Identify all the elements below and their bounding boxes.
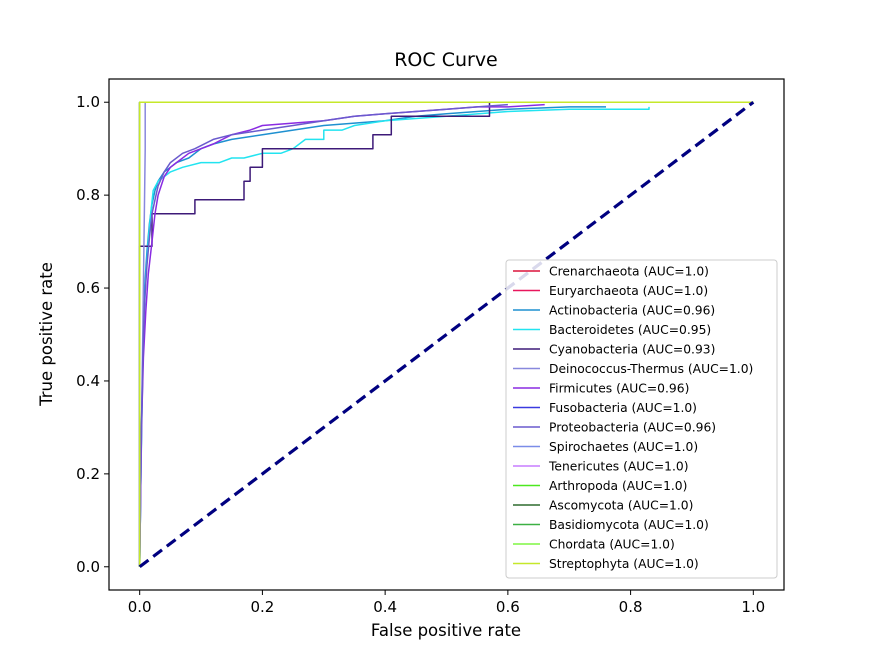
legend-label-firmicutes: Firmicutes (AUC=0.96) xyxy=(549,382,689,396)
x-tick-label: 0.8 xyxy=(619,598,643,616)
roc-line-cyanobacteria xyxy=(138,102,491,567)
x-tick-label: 0.2 xyxy=(250,598,274,616)
x-axis-label: False positive rate xyxy=(371,621,521,640)
y-axis-ticks: 0.0 0.2 0.4 0.6 0.8 1.0 xyxy=(76,93,109,576)
legend-label-basidiomycota: Basidiomycota (AUC=1.0) xyxy=(549,518,709,532)
chance-diagonal-line xyxy=(138,100,755,569)
legend-label-euryarchaeota: Euryarchaeota (AUC=1.0) xyxy=(549,284,708,298)
plot-area xyxy=(138,100,755,569)
legend-label-streptophyta: Streptophyta (AUC=1.0) xyxy=(549,557,699,571)
y-tick-label: 0.8 xyxy=(76,186,100,204)
legend-label-chordata: Chordata (AUC=1.0) xyxy=(549,538,675,552)
legend-box xyxy=(505,259,778,579)
y-tick-label: 0.4 xyxy=(76,372,100,390)
x-tick-label: 0.4 xyxy=(373,598,397,616)
legend-label-actinobacteria: Actinobacteria (AUC=0.96) xyxy=(549,304,715,318)
roc-line-bacteroidetes xyxy=(138,106,650,567)
y-tick-label: 0.6 xyxy=(76,279,100,297)
x-axis-ticks: 0.0 0.2 0.4 0.6 0.8 1.0 xyxy=(128,590,765,616)
y-tick-label: 0.0 xyxy=(76,558,100,576)
legend-label-deinococcus-thermus: Deinococcus-Thermus (AUC=1.0) xyxy=(549,362,753,376)
legend-label-fusobacteria: Fusobacteria (AUC=1.0) xyxy=(549,401,697,415)
x-tick-label: 0.6 xyxy=(496,598,520,616)
legend-label-spirochaetes: Spirochaetes (AUC=1.0) xyxy=(549,440,698,454)
plot-frame xyxy=(108,78,785,591)
y-tick-label: 0.2 xyxy=(76,465,100,483)
legend: Crenarchaeota (AUC=1.0) Euryarchaeota (AU… xyxy=(505,259,778,579)
legend-label-bacteroidetes: Bacteroidetes (AUC=0.95) xyxy=(549,323,711,337)
roc-line-streptophyta xyxy=(138,101,754,567)
legend-label-arthropoda: Arthropoda (AUC=1.0) xyxy=(549,479,687,493)
legend-label-tenericutes: Tenericutes (AUC=1.0) xyxy=(548,460,689,474)
y-tick-label: 1.0 xyxy=(76,93,100,111)
roc-line-firmicutes xyxy=(138,103,545,567)
legend-label-ascomycota: Ascomycota (AUC=1.0) xyxy=(549,499,693,513)
x-tick-label: 1.0 xyxy=(741,598,765,616)
x-tick-label: 0.0 xyxy=(128,598,152,616)
chart-title: ROC Curve xyxy=(394,49,498,71)
legend-label-proteobacteria: Proteobacteria (AUC=0.96) xyxy=(549,421,716,435)
legend-label-crenarchaeota: Crenarchaeota (AUC=1.0) xyxy=(549,265,709,279)
legend-label-cyanobacteria: Cyanobacteria (AUC=0.93) xyxy=(549,343,715,357)
roc-line-proteobacteria xyxy=(138,103,508,567)
y-axis-label: True positive rate xyxy=(37,262,56,407)
